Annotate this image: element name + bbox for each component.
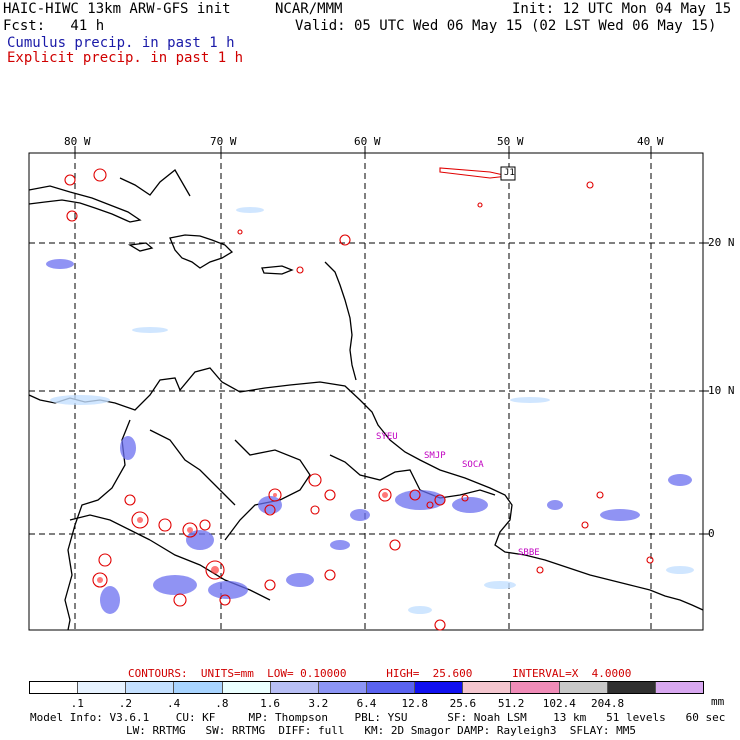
model-info-line1: Model Info: V3.6.1 CU: KF MP: Thompson P… — [30, 711, 726, 724]
lesser-antilles — [324, 261, 357, 381]
cumulus-legend: Cumulus precip. in past 1 h — [7, 35, 235, 51]
west-south-america-coast — [64, 419, 131, 631]
explicit-precip-core — [97, 492, 388, 583]
colorbar-tick: 51.2 — [497, 697, 525, 710]
lat-label: 10 N — [708, 384, 735, 397]
lon-label: 60 W — [354, 135, 381, 148]
cuba-coast — [28, 185, 142, 223]
colorbar — [29, 681, 704, 694]
colorbar-swatch — [78, 682, 127, 693]
colorbar-swatch — [318, 682, 367, 693]
lat-label: 20 N — [708, 236, 735, 249]
organization: NCAR/MMM — [275, 1, 343, 17]
jamaica-coast — [128, 242, 154, 252]
colorbar-units: mm — [711, 695, 725, 708]
puerto-rico-coast — [261, 265, 294, 275]
bahamas-coast — [119, 169, 191, 197]
station-label: SYEU — [376, 432, 398, 442]
country-border-1 — [224, 439, 311, 541]
explicit-legend: Explicit precip. in past 1 h — [7, 50, 244, 66]
country-border-2 — [149, 429, 236, 506]
colorbar-tick: .4 — [167, 697, 181, 710]
station-label: SMJP — [424, 451, 446, 461]
colorbar-swatch — [607, 682, 656, 693]
south-america-coast — [28, 367, 704, 611]
marker-box — [500, 166, 516, 181]
lon-label: 70 W — [210, 135, 237, 148]
init-time: Init: 12 UTC Mon 04 May 15 — [512, 1, 732, 17]
lon-label: 80 W — [64, 135, 91, 148]
colorbar-tick: 204.8 — [591, 697, 625, 710]
explicit-precip — [64, 167, 654, 631]
model-title: HAIC-HIWC 13km ARW-GFS init — [3, 1, 231, 17]
marker-label: J1 — [504, 168, 515, 178]
colorbar-swatch — [415, 682, 464, 693]
colorbar-swatch — [270, 682, 319, 693]
colorbar-tick: 1.6 — [260, 697, 280, 710]
colorbar-tick: 3.2 — [308, 697, 329, 710]
colorbar-swatch — [511, 682, 560, 693]
colorbar-swatch — [366, 682, 416, 693]
forecast-hour: Fcst: 41 h — [3, 18, 105, 34]
station-label: SOCA — [462, 460, 484, 470]
colorbar-tick: 25.6 — [449, 697, 477, 710]
colorbar-swatch — [463, 682, 512, 693]
station-label: SBBE — [518, 548, 540, 558]
colorbar-swatch — [559, 682, 608, 693]
colorbar-swatch — [30, 682, 79, 693]
colorbar-tick: 102.4 — [542, 697, 576, 710]
colorbar-swatch — [222, 682, 271, 693]
colorbar-tick: .8 — [215, 697, 229, 710]
colorbar-tick: .1 — [70, 697, 84, 710]
grid-ticks — [74, 146, 709, 535]
hispaniola-coast — [169, 234, 234, 269]
valid-time: Valid: 05 UTC Wed 06 May 15 (02 LST Wed … — [295, 18, 717, 34]
model-info-line2: LW: RRTMG SW: RRTMG DIFF: full KM: 2D Sm… — [126, 724, 636, 737]
colorbar-tick: .2 — [118, 697, 133, 710]
lat-label: 0 — [708, 527, 715, 540]
light-precip — [50, 207, 694, 614]
contour-info: CONTOURS: UNITS=mm LOW= 0.10000 HIGH= 25… — [128, 667, 632, 680]
colorbar-swatch — [655, 682, 703, 693]
colorbar-swatch — [126, 682, 175, 693]
lon-label: 40 W — [637, 135, 664, 148]
country-border-3 — [329, 454, 496, 499]
colorbar-swatch — [174, 682, 223, 693]
lon-label: 50 W — [497, 135, 524, 148]
cumulus-precip — [46, 259, 692, 614]
colorbar-tick: 12.8 — [401, 697, 428, 710]
coastlines — [28, 169, 704, 631]
country-border-5 — [69, 514, 151, 541]
colorbar-tick: 6.4 — [356, 697, 377, 710]
